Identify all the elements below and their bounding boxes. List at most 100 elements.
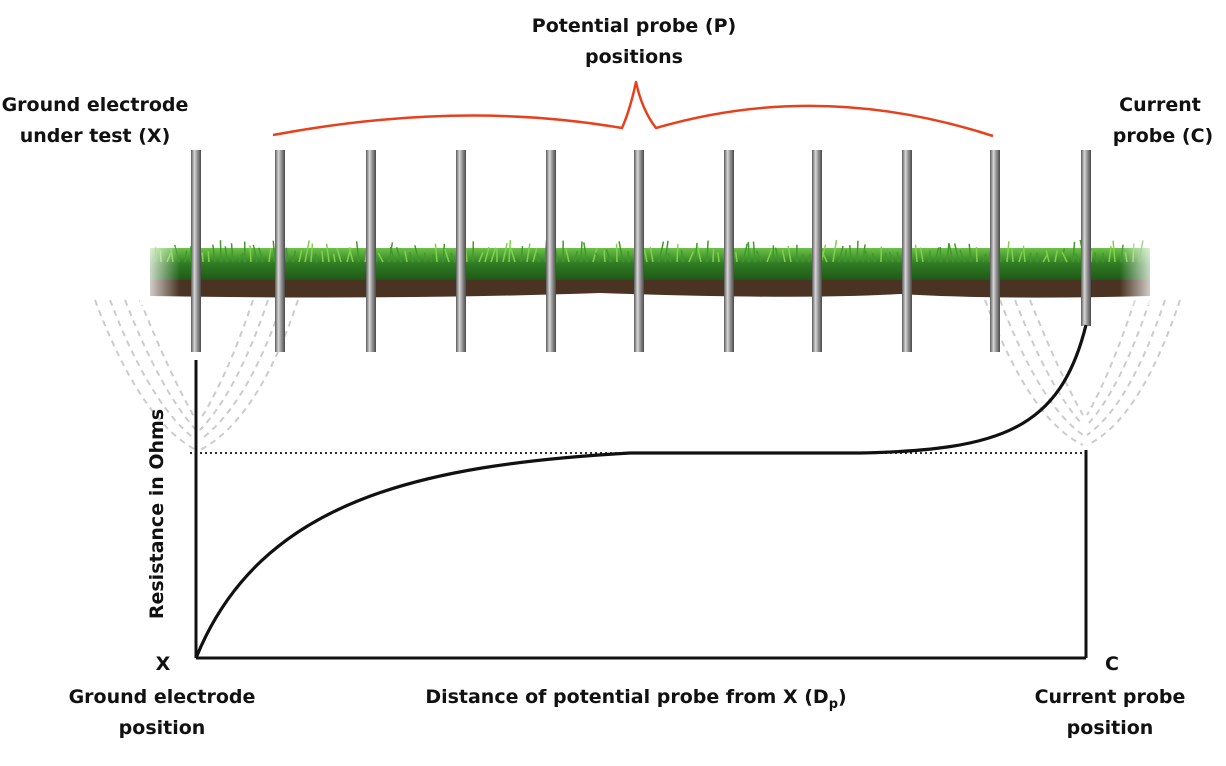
grass-blade [627,250,630,263]
grass-blade [888,251,894,263]
grass-blade [643,249,648,263]
x-axis-label: Distance of potential probe from X (Dp) [425,686,846,712]
grass-blade [864,250,870,263]
grass-blade [832,239,838,263]
grass-blade [975,247,978,263]
grass-blade [430,253,435,263]
grass-blade [285,247,288,263]
grass-blade [219,240,222,263]
grass-blade [249,245,252,263]
grass-blade [508,240,512,263]
ground-strip [140,239,1160,305]
grass-blade [230,243,234,263]
grass-blade [752,241,756,263]
grass-blade [252,244,258,263]
grass-blade [747,241,750,263]
grass-blade [1011,248,1014,263]
grass-blade [490,247,497,263]
grass-blade [594,252,600,263]
grass-blade [321,250,324,263]
grass-blade [1061,251,1068,263]
ground-position-label-line1: Ground electrode [69,686,256,708]
ground-position-label-line2: position [119,717,206,739]
potential-probe-rod [634,150,644,352]
grass-blade [742,243,748,263]
potential-probe-rod [902,150,912,352]
x-origin-label: X [156,653,171,675]
grass-blade [676,243,679,263]
grass-blade [536,253,540,263]
grass-blade [712,249,715,263]
potential-probe-rod [275,150,285,352]
grass-blade [694,242,698,263]
grass-blade [953,243,960,263]
grass-blade [884,252,888,263]
resistance-curve [194,324,1088,659]
grass-blade [968,243,972,263]
grass-blade [808,253,811,263]
grass-layer [150,248,1150,280]
grass-blade [207,251,210,263]
probe-rods [191,150,1091,352]
current-probe-label-line1: Current [1119,94,1201,116]
potential-probe-rod [456,150,466,352]
grass-blade [1093,252,1098,263]
grass-blade [1029,252,1032,263]
grass-blade [574,250,579,263]
grass-blade [346,247,352,263]
grass-blade [982,253,987,263]
grass-blade [404,250,408,263]
grass-blade [1060,248,1066,263]
potential-probe-rod [546,150,556,352]
grass-blade [258,247,264,263]
grass-blade [268,248,272,263]
grass-blade [336,247,342,263]
grass-blade [717,252,720,263]
potential-probe-rod [812,150,822,352]
grass-blade [450,252,456,263]
grass-blade [735,251,738,263]
grass-blade [526,243,531,263]
grass-blade [478,252,484,263]
grass-blade [484,246,490,263]
grass-blade [442,243,446,263]
grass-blade [238,252,244,263]
ground-electrode-label-line2: under test (X) [20,125,171,147]
grass-blade [272,240,276,263]
potential-probe-label-line1: Potential probe (P) [532,15,736,37]
current-position-label-line1: Current probe [1035,686,1186,708]
grass-blade [304,240,311,263]
potential-probe-brace [272,80,994,138]
grass-blade [184,250,188,263]
grass-blade [781,249,786,263]
grass-blade [1045,250,1050,263]
x-end-label: C [1105,653,1119,675]
current-position-label-line2: position [1067,717,1154,739]
grass-blade [224,246,228,263]
grass-blade [667,252,672,263]
grass-blade [532,247,538,263]
grass-blade [520,246,524,263]
grass-blade [618,241,624,263]
y-axis-label: Resistance in Ohms [146,409,168,619]
potential-probe-label-line2: positions [585,46,683,68]
grass-blade [774,247,780,263]
grass-blade [325,243,330,263]
grass-blade [1006,241,1010,263]
ground-electrode-field-lines [94,299,299,451]
grass-blade [871,253,876,263]
potential-probe-rod [724,150,734,352]
grass-blade [201,252,204,263]
grass-blade [1072,241,1076,263]
grass-blade [355,241,360,263]
grass-blade [314,253,318,263]
grass-blade [212,244,216,263]
grass-blade [377,252,384,263]
grass-blade [510,247,516,263]
grass-blade [298,250,303,263]
x-axis-label-close: ) [838,686,847,708]
x-axis-label-main: Distance of potential probe from X (D [425,686,828,708]
grass-blade [838,245,844,263]
grass-blade [414,245,420,263]
grass-blade [948,243,954,263]
